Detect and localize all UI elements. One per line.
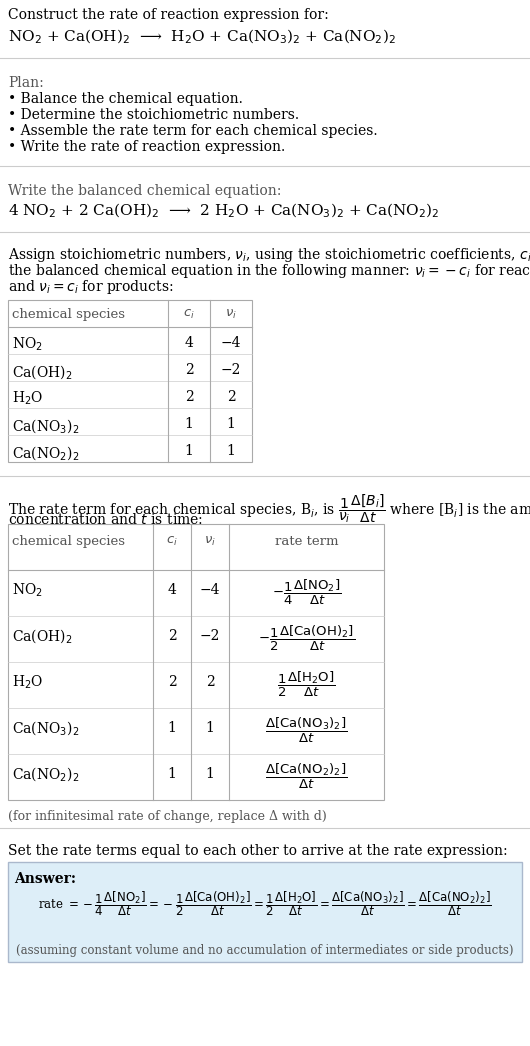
Text: • Balance the chemical equation.: • Balance the chemical equation. bbox=[8, 92, 243, 106]
Text: chemical species: chemical species bbox=[12, 535, 125, 548]
Text: NO$_2$ + Ca(OH)$_2$  ⟶  H$_2$O + Ca(NO$_3$)$_2$ + Ca(NO$_2$)$_2$: NO$_2$ + Ca(OH)$_2$ ⟶ H$_2$O + Ca(NO$_3$… bbox=[8, 28, 396, 46]
Text: NO$_2$: NO$_2$ bbox=[12, 336, 43, 354]
Text: • Assemble the rate term for each chemical species.: • Assemble the rate term for each chemic… bbox=[8, 124, 377, 138]
Text: −2: −2 bbox=[221, 363, 241, 377]
Text: 1: 1 bbox=[206, 721, 215, 735]
Text: $c_i$: $c_i$ bbox=[183, 308, 195, 321]
Bar bbox=[8, 524, 384, 800]
Text: Set the rate terms equal to each other to arrive at the rate expression:: Set the rate terms equal to each other t… bbox=[8, 844, 508, 858]
Text: Write the balanced chemical equation:: Write the balanced chemical equation: bbox=[8, 184, 281, 198]
Text: Ca(NO$_2$)$_2$: Ca(NO$_2$)$_2$ bbox=[12, 444, 80, 461]
Text: Ca(OH)$_2$: Ca(OH)$_2$ bbox=[12, 363, 73, 381]
Text: Ca(NO$_3$)$_2$: Ca(NO$_3$)$_2$ bbox=[12, 719, 80, 736]
Text: rate term: rate term bbox=[275, 535, 338, 548]
Text: • Write the rate of reaction expression.: • Write the rate of reaction expression. bbox=[8, 140, 285, 154]
Text: 2: 2 bbox=[184, 363, 193, 377]
Text: Ca(OH)$_2$: Ca(OH)$_2$ bbox=[12, 628, 73, 645]
Text: 4: 4 bbox=[167, 583, 176, 597]
Bar bbox=[8, 300, 252, 462]
Text: Answer:: Answer: bbox=[14, 872, 76, 886]
Text: 1: 1 bbox=[226, 444, 235, 458]
Text: $\nu_i$: $\nu_i$ bbox=[225, 308, 237, 321]
Text: NO$_2$: NO$_2$ bbox=[12, 582, 43, 598]
Text: $\dfrac{1}{2}\dfrac{\Delta[\mathrm{H_2O}]}{\Delta t}$: $\dfrac{1}{2}\dfrac{\Delta[\mathrm{H_2O}… bbox=[277, 669, 335, 699]
Text: concentration and $t$ is time:: concentration and $t$ is time: bbox=[8, 511, 203, 527]
Text: • Determine the stoichiometric numbers.: • Determine the stoichiometric numbers. bbox=[8, 108, 299, 122]
Text: 2: 2 bbox=[206, 675, 214, 689]
Text: −4: −4 bbox=[221, 336, 241, 350]
Text: chemical species: chemical species bbox=[12, 308, 125, 321]
Text: $\nu_i$: $\nu_i$ bbox=[204, 535, 216, 548]
Text: Ca(NO$_2$)$_2$: Ca(NO$_2$)$_2$ bbox=[12, 765, 80, 782]
Text: (assuming constant volume and no accumulation of intermediates or side products): (assuming constant volume and no accumul… bbox=[16, 943, 514, 957]
Text: H$_2$O: H$_2$O bbox=[12, 390, 43, 407]
Text: 2: 2 bbox=[167, 629, 176, 643]
Text: −2: −2 bbox=[200, 629, 220, 643]
Text: $\dfrac{\Delta[\mathrm{Ca(NO_2)_2}]}{\Delta t}$: $\dfrac{\Delta[\mathrm{Ca(NO_2)_2}]}{\De… bbox=[266, 761, 348, 791]
Text: 1: 1 bbox=[206, 767, 215, 781]
Text: −4: −4 bbox=[200, 583, 220, 597]
Text: Plan:: Plan: bbox=[8, 76, 44, 90]
Text: 1: 1 bbox=[184, 444, 193, 458]
Text: Assign stoichiometric numbers, $\nu_i$, using the stoichiometric coefficients, $: Assign stoichiometric numbers, $\nu_i$, … bbox=[8, 246, 530, 264]
Text: and $\nu_i = c_i$ for products:: and $\nu_i = c_i$ for products: bbox=[8, 278, 173, 296]
Text: H$_2$O: H$_2$O bbox=[12, 674, 43, 690]
Text: Ca(NO$_3$)$_2$: Ca(NO$_3$)$_2$ bbox=[12, 417, 80, 435]
Text: $c_i$: $c_i$ bbox=[166, 535, 178, 548]
Text: rate $= -\dfrac{1}{4}\dfrac{\Delta[\mathrm{NO_2}]}{\Delta t} = -\dfrac{1}{2}\dfr: rate $= -\dfrac{1}{4}\dfrac{\Delta[\math… bbox=[38, 889, 492, 918]
Text: the balanced chemical equation in the following manner: $\nu_i = -c_i$ for react: the balanced chemical equation in the fo… bbox=[8, 262, 530, 280]
Text: 4: 4 bbox=[184, 336, 193, 350]
Bar bbox=[8, 862, 522, 962]
Text: 2: 2 bbox=[184, 390, 193, 404]
Text: 4 NO$_2$ + 2 Ca(OH)$_2$  ⟶  2 H$_2$O + Ca(NO$_3$)$_2$ + Ca(NO$_2$)$_2$: 4 NO$_2$ + 2 Ca(OH)$_2$ ⟶ 2 H$_2$O + Ca(… bbox=[8, 202, 440, 221]
Text: $\dfrac{\Delta[\mathrm{Ca(NO_3)_2}]}{\Delta t}$: $\dfrac{\Delta[\mathrm{Ca(NO_3)_2}]}{\De… bbox=[266, 715, 348, 745]
Text: 1: 1 bbox=[226, 417, 235, 431]
Text: 1: 1 bbox=[184, 417, 193, 431]
Text: $-\dfrac{1}{2}\dfrac{\Delta[\mathrm{Ca(OH)_2}]}{\Delta t}$: $-\dfrac{1}{2}\dfrac{\Delta[\mathrm{Ca(O… bbox=[258, 623, 355, 653]
Text: Construct the rate of reaction expression for:: Construct the rate of reaction expressio… bbox=[8, 8, 329, 22]
Text: (for infinitesimal rate of change, replace Δ with d): (for infinitesimal rate of change, repla… bbox=[8, 810, 327, 823]
Text: $-\dfrac{1}{4}\dfrac{\Delta[\mathrm{NO_2}]}{\Delta t}$: $-\dfrac{1}{4}\dfrac{\Delta[\mathrm{NO_2… bbox=[272, 577, 341, 607]
Text: The rate term for each chemical species, B$_i$, is $\dfrac{1}{\nu_i}\dfrac{\Delt: The rate term for each chemical species,… bbox=[8, 492, 530, 525]
Text: 1: 1 bbox=[167, 721, 176, 735]
Text: 2: 2 bbox=[167, 675, 176, 689]
Text: 1: 1 bbox=[167, 767, 176, 781]
Text: 2: 2 bbox=[227, 390, 235, 404]
